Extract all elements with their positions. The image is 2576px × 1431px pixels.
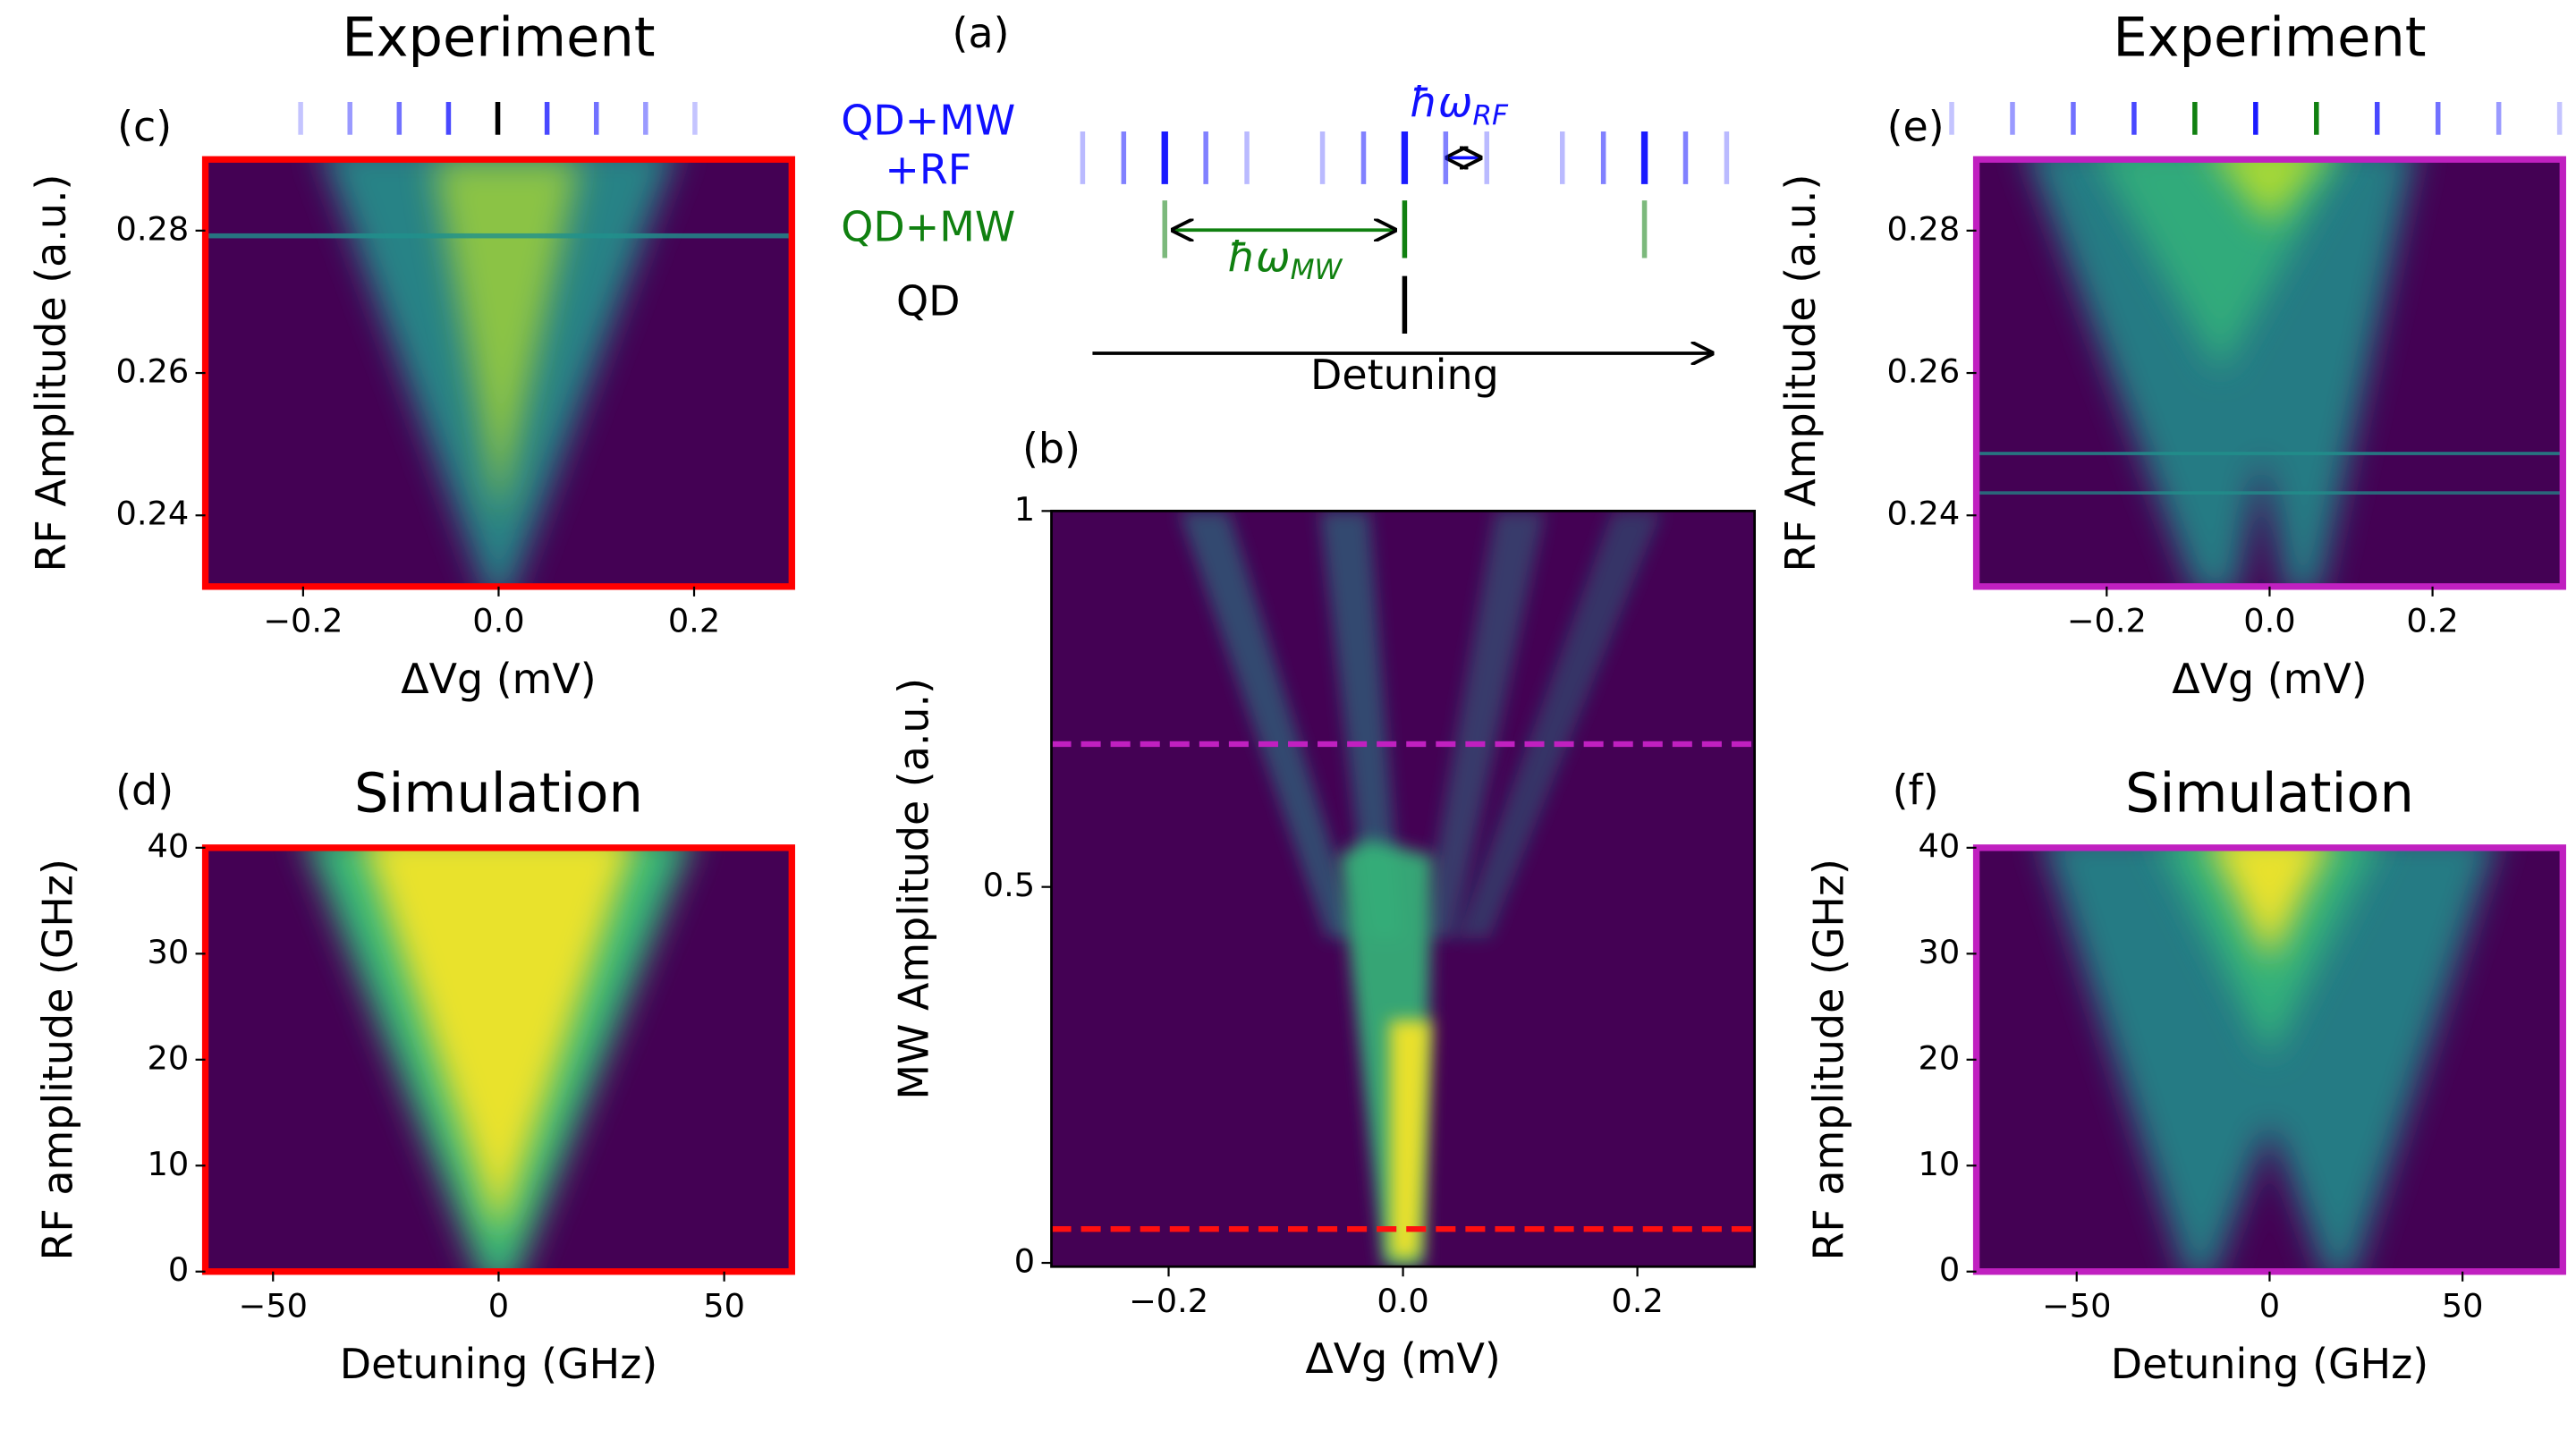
subscript: MW [1291,254,1343,286]
y-tick-label: 1 [1014,490,1035,529]
heatmap-image [1051,511,1755,1267]
x-tick-label: 0.0 [472,602,524,640]
y-tick-label: 40 [147,826,189,865]
x-axis-label: Detuning (GHz) [340,1340,657,1388]
streak [1976,491,2563,495]
x-tick-label: 0.0 [1377,1282,1428,1320]
panel-label: (d) [115,766,174,815]
panel-label: (b) [1022,425,1080,473]
y-tick-label: 0 [1939,1250,1960,1289]
y-tick-label: 0.26 [1886,352,1960,391]
intensity [1389,1020,1432,1259]
y-tick-label: 0.24 [115,495,189,533]
subscript: RF [1472,100,1509,132]
y-tick-label: 30 [1918,933,1960,971]
intensity [432,159,581,521]
panel-label: (e) [1887,103,1945,151]
y-tick-label: 30 [147,933,189,971]
y-tick-label: 20 [1918,1038,1960,1077]
x-tick-label: 0.2 [2406,602,2458,640]
x-axis-label: ΔVg (mV) [1305,1334,1500,1383]
x-tick-label: −50 [239,1287,309,1325]
y-tick-label: 40 [1918,826,1960,865]
y-tick-label: 10 [1918,1145,1960,1183]
streak [205,233,792,239]
intensity [2029,159,2414,587]
intensity [1456,511,1663,938]
x-axis-label: ΔVg (mV) [401,655,596,703]
row-label: QD+MW [841,203,1015,251]
chart-title: Experiment [2113,7,2426,70]
y-tick-label: 0 [168,1250,189,1289]
rf-symbol: ħωRF [1410,78,1509,131]
y-axis-label: RF amplitude (GHz) [33,859,81,1260]
chart-title: Simulation [2125,763,2414,826]
panel-label: (f) [1893,766,1939,815]
heatmap-image [205,159,792,587]
x-tick-label: 50 [2442,1287,2484,1325]
x-tick-label: −0.2 [1129,1282,1208,1320]
intensity [2097,159,2343,374]
heatmap [1051,511,1755,1267]
x-axis-label: Detuning (GHz) [2111,1340,2428,1388]
heatmap-image [205,847,792,1272]
heatmap [1976,847,2563,1272]
y-axis-label: RF Amplitude (a.u.) [1776,174,1825,572]
intensity [2045,847,2495,1272]
chart-title: Experiment [342,7,655,70]
panel-label: (a) [953,9,1010,57]
heatmap-image [1976,847,2563,1272]
y-axis-label: MW Amplitude (a.u.) [889,678,937,1100]
symbol: ħω [1410,78,1472,126]
symbol: ħω [1227,233,1290,281]
x-tick-label: 0.2 [1611,1282,1663,1320]
heatmap [205,159,792,587]
x-tick-label: −0.2 [2067,602,2147,640]
x-tick-label: −0.2 [263,602,343,640]
intensity [2212,847,2327,963]
y-axis-label: RF Amplitude (a.u.) [27,174,75,572]
x-tick-label: 0.2 [668,602,720,640]
diagram: (a) QD+MW +RF QD+MW QD Detuning ħωRF ħωM… [841,9,1730,399]
intensity [1179,511,1360,938]
y-axis-label: RF amplitude (GHz) [1804,859,1852,1260]
y-tick-label: 0.28 [115,209,189,248]
panel-label: (c) [117,103,172,151]
intensity [1319,511,1402,938]
row-label: QD [896,276,960,325]
mw-symbol: ħωMW [1227,233,1343,286]
x-tick-label: −50 [2042,1287,2112,1325]
y-tick-label: 20 [147,1038,189,1077]
axis-label: Detuning [1310,351,1499,399]
heatmap [205,847,792,1272]
x-tick-label: 0.0 [2243,602,2295,640]
row-label: +RF [885,145,971,193]
y-tick-label: 0.24 [1886,495,1960,533]
y-tick-label: 10 [147,1145,189,1183]
chart-title: Simulation [354,763,643,826]
heatmap [1976,159,2563,587]
y-tick-label: 0.26 [115,352,189,391]
intensity [2216,159,2323,225]
intensity [364,847,633,1239]
heatmap-image [1976,159,2563,587]
x-axis-label: ΔVg (mV) [2172,655,2367,703]
streak [1976,452,2563,455]
intensity [1421,511,1546,938]
row-label: QD+MW [841,96,1015,144]
y-tick-label: 0 [1014,1242,1035,1281]
x-tick-label: 0 [488,1287,509,1325]
x-tick-label: 50 [703,1287,745,1325]
y-tick-label: 0.5 [983,866,1035,904]
y-tick-label: 0.28 [1886,209,1960,248]
x-tick-label: 0 [2259,1287,2280,1325]
